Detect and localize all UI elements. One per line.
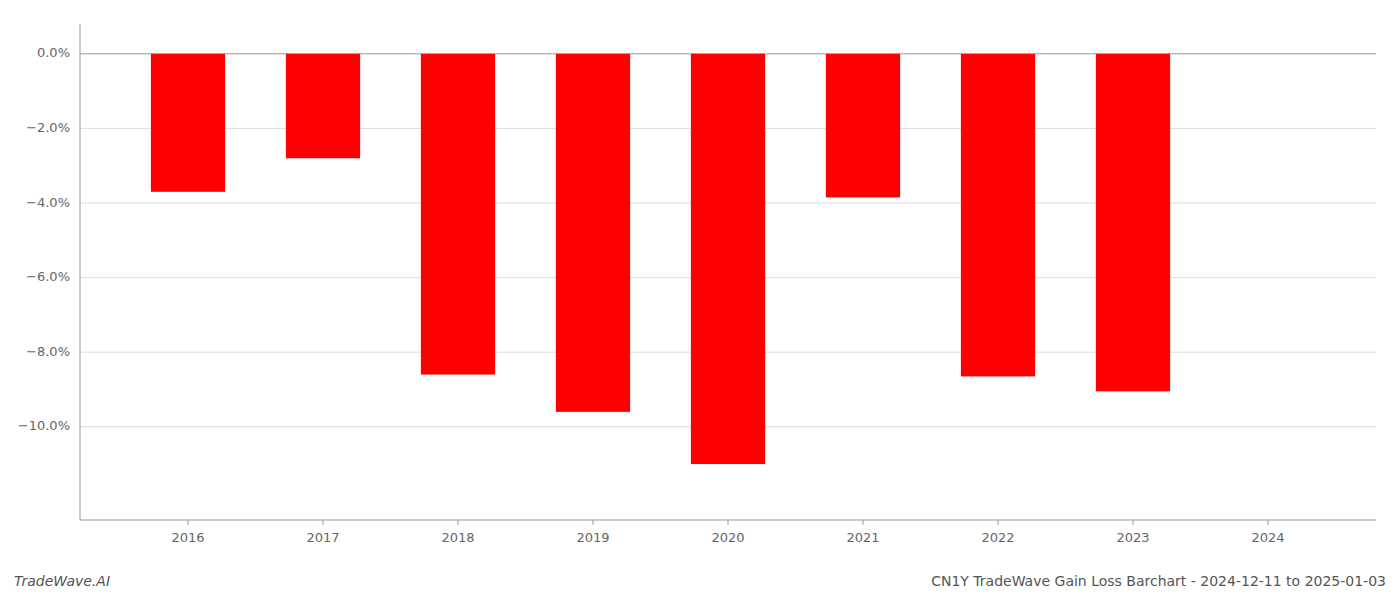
- y-tick-label: 0.0%: [37, 45, 70, 60]
- x-tick: [998, 520, 999, 525]
- x-tick-label: 2016: [171, 530, 204, 545]
- bars: [151, 54, 1170, 464]
- bar: [151, 54, 225, 192]
- x-tick: [188, 520, 189, 525]
- x-tick-label: 2019: [576, 530, 609, 545]
- x-tick: [1133, 520, 1134, 525]
- y-tick-label: −6.0%: [26, 269, 70, 284]
- x-tick-labels: 2016 2017 2018 2019 2020 2021 2022 2023 2024: [171, 520, 1284, 545]
- title: CN1Y TradeWave Gain Loss Barchart - 2024…: [931, 573, 1386, 589]
- x-tick-label: 2021: [846, 530, 879, 545]
- y-tick-label: −10.0%: [18, 418, 70, 433]
- bar: [286, 54, 360, 158]
- x-tick-label: 2022: [981, 530, 1014, 545]
- x-tick: [593, 520, 594, 525]
- y-tick-label: −2.0%: [26, 120, 70, 135]
- bar: [826, 54, 900, 198]
- x-tick-label: 2023: [1116, 530, 1149, 545]
- y-tick-label: −8.0%: [26, 344, 70, 359]
- x-tick: [323, 520, 324, 525]
- x-tick-label: 2020: [711, 530, 744, 545]
- bar: [556, 54, 630, 412]
- y-tick-labels: 0.0% −2.0% −4.0% −6.0% −8.0% −10.0%: [18, 45, 70, 433]
- y-tick-label: −4.0%: [26, 195, 70, 210]
- bar: [961, 54, 1035, 377]
- x-tick: [863, 520, 864, 525]
- x-tick: [458, 520, 459, 525]
- bar: [421, 54, 495, 375]
- y-axis-line: [80, 24, 81, 520]
- x-tick-label: 2018: [441, 530, 474, 545]
- footer-left: TradeWave.AI: [14, 573, 110, 589]
- x-tick: [1268, 520, 1269, 525]
- x-tick: [728, 520, 729, 525]
- bar: [1096, 54, 1170, 392]
- chart: 0.0%−2.0%−4.0%−6.0%−8.0%−10.0%2016201720…: [0, 0, 1400, 600]
- x-tick-label: 2017: [306, 530, 339, 545]
- x-tick-label: 2024: [1251, 530, 1284, 545]
- bar: [691, 54, 765, 464]
